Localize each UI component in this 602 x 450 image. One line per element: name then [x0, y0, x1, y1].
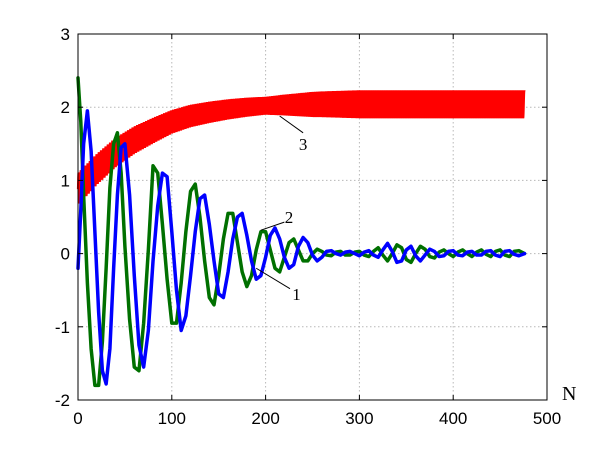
- x-tick-label: 400: [439, 409, 467, 428]
- plot-frame: [77, 33, 548, 401]
- annotation-label: 2: [285, 208, 294, 227]
- x-tick-label: 500: [533, 409, 561, 428]
- y-tick-label: 1: [61, 171, 70, 190]
- axis-ticks: 0 100 200 300 400 500 -2 -1 0 1 2 3: [55, 25, 561, 428]
- grid: [78, 34, 547, 400]
- annotations: 1 2 3: [255, 115, 308, 304]
- x-tick-label: 200: [251, 409, 279, 428]
- annotation-label: 1: [292, 285, 301, 304]
- y-tick-label: 3: [61, 25, 70, 44]
- annotation-leader: [260, 221, 285, 231]
- y-tick-label: 2: [61, 98, 70, 117]
- x-tick-label: 100: [158, 409, 186, 428]
- annotation-label: 3: [299, 135, 308, 154]
- series-line-1: [76, 109, 527, 386]
- series-line-3: [76, 90, 526, 204]
- y-tick-label: 0: [61, 245, 70, 264]
- y-tick-label: -2: [55, 391, 70, 410]
- x-tick-label: 300: [345, 409, 373, 428]
- annotation-leader: [279, 115, 304, 134]
- plot-area: [76, 76, 527, 388]
- annotation-leader: [255, 267, 291, 290]
- x-axis-label: N: [562, 383, 576, 405]
- y-tick-label: -1: [55, 318, 70, 337]
- x-tick-label: 0: [73, 409, 82, 428]
